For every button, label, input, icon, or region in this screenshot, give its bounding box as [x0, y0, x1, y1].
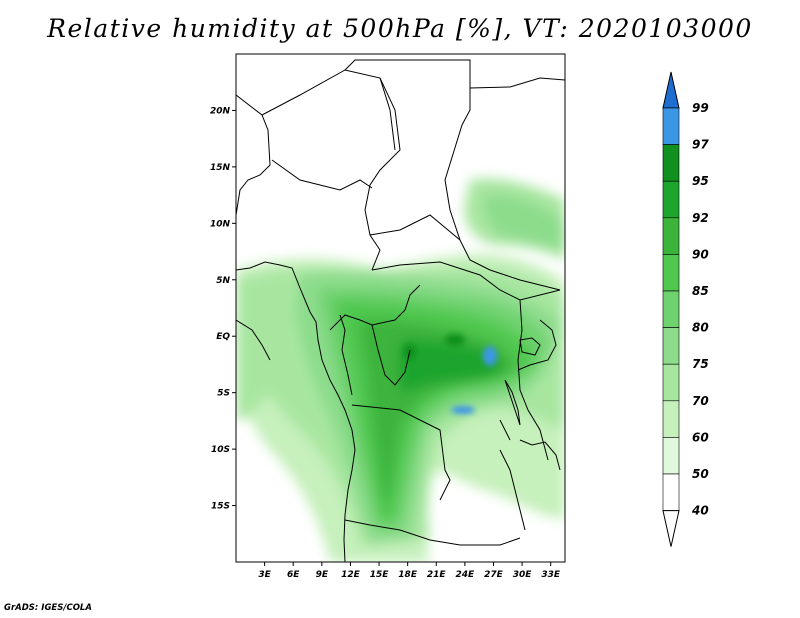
colorbar-level-label: 95 [692, 174, 709, 188]
lon-tick-label: 18E [398, 570, 418, 580]
colorbar-swatch [662, 180, 680, 219]
lakes [499, 337, 541, 441]
colorbar-swatch [662, 107, 680, 145]
colorbar-swatch [662, 327, 680, 365]
lat-tick-label: 5N [216, 276, 230, 286]
colorbar-level-label: 99 [692, 101, 709, 115]
colorbar-swatch [662, 217, 680, 255]
colorbar-level-label: 85 [692, 284, 709, 298]
colorbar-level-label: 75 [692, 357, 709, 371]
colorbar-level-label: 40 [691, 504, 709, 518]
map-title: Relative humidity at 500hPa [%], VT: 202… [47, 14, 753, 43]
lon-tick-label: 12E [341, 570, 361, 580]
colorbar-level-label: 92 [692, 211, 709, 225]
lon-tick-label: 21E [427, 570, 447, 580]
lat-tick-label: 5S [217, 389, 230, 399]
lat-tick-label: EQ [216, 332, 230, 342]
lon-tick-label: 6E [287, 570, 300, 580]
colorbar-level-label: 90 [692, 247, 709, 261]
colorbar-bottom-arrow [662, 510, 680, 547]
political-boundaries [236, 59, 565, 562]
colorbar-level-label: 50 [692, 467, 709, 481]
lat-tick-label: 15S [211, 502, 230, 512]
colorbar-swatch [662, 290, 680, 328]
lon-tick-label: 24E [456, 570, 476, 580]
colorbar-swatch [662, 254, 680, 292]
colorbar-top-arrow [662, 71, 680, 109]
map-frame [235, 53, 566, 563]
lon-tick-label: 30E [513, 570, 533, 580]
lat-tick-label: 10S [211, 445, 230, 455]
latitude-axis: 20N 15N 10N 5N EQ 5S 10S 15S [210, 106, 236, 512]
colorbar-level-label: 70 [692, 394, 709, 408]
colorbar-swatch [662, 437, 680, 475]
colorbar-level-label: 60 [692, 430, 709, 444]
longitude-axis: 3E 6E 9E 12E 15E 18E 21E 24E 27E 30E 33E [258, 562, 561, 580]
humidity-shading [236, 178, 565, 562]
lat-tick-label: 10N [210, 219, 231, 229]
colorbar-level-label: 80 [692, 321, 709, 335]
lon-tick-label: 33E [541, 570, 561, 580]
colorbar-swatch [662, 363, 680, 402]
colorbar-swatch [662, 400, 680, 438]
map-plot-area [236, 54, 565, 562]
lon-tick-label: 15E [370, 570, 390, 580]
colorbar-level-label: 97 [692, 138, 709, 152]
lon-tick-label: 3E [258, 570, 271, 580]
grads-credit: GrADS: IGES/COLA [4, 603, 92, 613]
colorbar-swatch [662, 144, 680, 182]
lon-tick-label: 9E [316, 570, 329, 580]
colorbar-legend: 99 97 95 92 90 85 80 75 70 60 50 40 [662, 71, 709, 547]
colorbar-swatch [662, 473, 680, 511]
lat-tick-label: 20N [210, 106, 231, 116]
lat-tick-label: 15N [210, 163, 231, 173]
lon-tick-label: 27E [484, 570, 504, 580]
